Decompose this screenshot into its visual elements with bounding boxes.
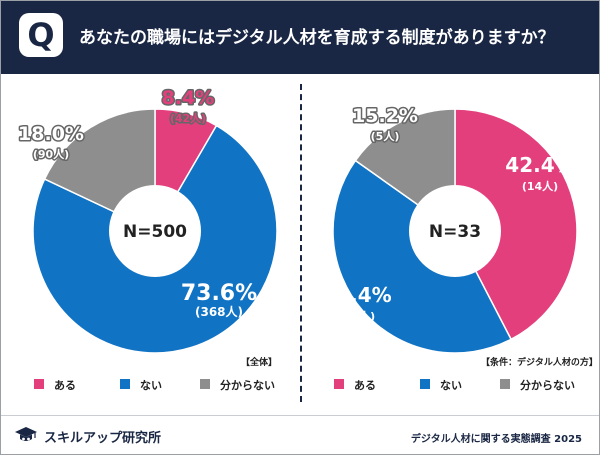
count-label-unknown-outline: (5人) [371, 129, 400, 143]
legend-label-yes: ある [54, 379, 76, 392]
count-label-yes-outline: (42人) [170, 111, 206, 125]
swatch-yes [334, 379, 344, 389]
value-label-yes: 42.4% [505, 153, 574, 177]
value-label-no: 42.4% [322, 283, 391, 307]
legend-all: ある ない 分からない [34, 376, 294, 394]
value-label-yes: 8.4% [162, 87, 215, 109]
legend-digital: ある ない 分からない [334, 376, 594, 394]
question-text: あなたの職場にはデジタル人材を育成する制度がありますか？ [79, 28, 555, 48]
legend-label-yes: ある [354, 379, 376, 392]
count-label-yes: (42人) [170, 111, 206, 125]
swatch-no [420, 379, 430, 389]
note-all: 【全体】 [241, 358, 278, 368]
brand-name: スキルアップ研究所 [44, 431, 162, 446]
center-label: N=33 [429, 222, 481, 242]
q-badge: Q [19, 13, 63, 57]
count-label-no: (368人) [195, 304, 243, 319]
value-label-unknown: 15.2% [352, 105, 418, 127]
footer-divider [1, 415, 599, 416]
slice-yes [454, 108, 578, 341]
center-label: N=500 [123, 222, 187, 242]
value-label-no: 73.6% [181, 281, 257, 306]
count-label-no: (14人) [339, 309, 375, 323]
graduation-cap-icon [15, 427, 37, 441]
note-digital: 【条件：デジタル人材の方】 [481, 358, 598, 368]
legend-label-unknown: 分からない [220, 379, 275, 392]
legend-label-no: ない [140, 379, 162, 392]
swatch-yes [34, 379, 44, 389]
swatch-unknown [200, 379, 210, 389]
value-label-yes-outline: 8.4% [162, 87, 215, 109]
legend-label-no: ない [440, 379, 462, 392]
value-label-unknown: 18.0% [18, 123, 84, 145]
legend-label-unknown: 分からない [520, 379, 575, 392]
survey-title: デジタル人材に関する実態調査 2025 [410, 434, 582, 445]
chart-divider [300, 84, 302, 402]
q-mark: Q [27, 16, 55, 54]
donut-hole [409, 185, 501, 277]
value-label-unknown-outline: 18.0% [18, 123, 84, 145]
donut-hole [109, 185, 201, 277]
question-header: Q あなたの職場にはデジタル人材を育成する制度がありますか？ [1, 1, 599, 74]
count-label-unknown-outline: (90人) [33, 147, 69, 161]
count-label-unknown: (90人) [33, 147, 69, 161]
value-label-unknown-outline: 15.2% [352, 105, 418, 127]
count-label-unknown: (5人) [371, 129, 400, 143]
swatch-no [120, 379, 130, 389]
swatch-unknown [500, 379, 510, 389]
count-label-yes: (14人) [522, 179, 558, 193]
